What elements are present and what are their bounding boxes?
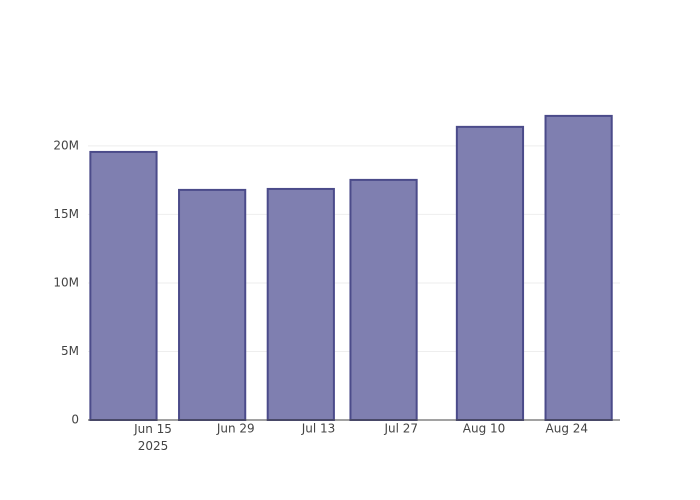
- x-tick-label: Aug 10: [463, 422, 506, 436]
- x-tick-label: Jul 13: [301, 422, 336, 436]
- x-tick-label: Jul 27: [384, 422, 419, 436]
- y-tick-label: 20M: [53, 138, 79, 152]
- y-tick-label: 0: [71, 413, 79, 427]
- x-tick-label: Jun 15 2025: [133, 422, 172, 453]
- y-tick-label: 5M: [61, 344, 79, 358]
- bar: [349, 178, 418, 421]
- bar: [178, 188, 247, 421]
- y-tick-label: 10M: [53, 275, 79, 289]
- y-tick-label: 15M: [53, 207, 79, 221]
- x-tick-label: Aug 24: [546, 422, 589, 436]
- bar: [544, 114, 613, 421]
- x-tick-label: Jun 29: [216, 422, 255, 436]
- bar: [455, 125, 525, 422]
- bar: [89, 150, 158, 422]
- bar: [266, 187, 335, 421]
